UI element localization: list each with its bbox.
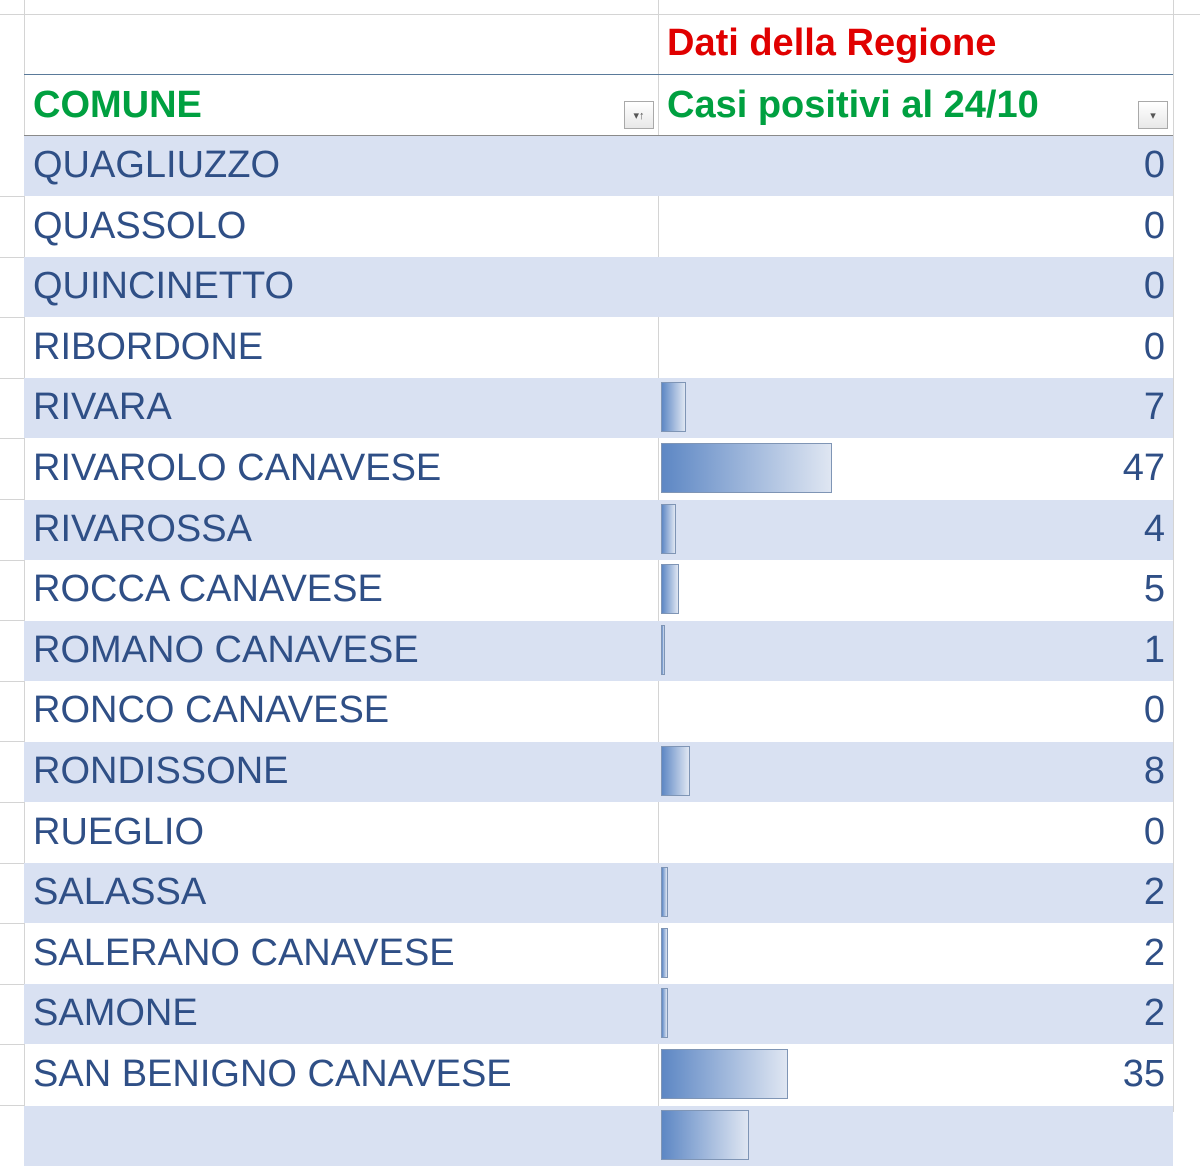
- comune-cell[interactable]: RONCO CANAVESE: [33, 689, 390, 732]
- table-row: SAN BENIGNO CANAVESE 35: [24, 1045, 1173, 1105]
- casi-cell[interactable]: 2: [1143, 931, 1165, 974]
- chevron-down-icon: ▾: [1150, 110, 1156, 122]
- header-border: [24, 74, 1173, 75]
- casi-cell[interactable]: 0: [1143, 689, 1165, 732]
- group-title: Dati della Regione: [667, 22, 997, 64]
- data-bar: [661, 746, 691, 796]
- column-header-casi: Casi positivi al 24/10: [667, 84, 1039, 126]
- comune-cell[interactable]: SAN BENIGNO CANAVESE: [33, 1053, 512, 1095]
- gridline: [0, 438, 24, 440]
- casi-cell[interactable]: 1: [1143, 628, 1165, 671]
- comune-cell[interactable]: QUAGLIUZZO: [33, 144, 281, 186]
- gridline: [0, 499, 24, 500]
- table-row: RIVAROLO CANAVESE 47: [24, 439, 1173, 499]
- data-bar: [661, 867, 669, 918]
- gridline: [0, 317, 24, 319]
- data-bar: [661, 927, 669, 978]
- comune-cell[interactable]: SAMONE: [33, 992, 198, 1035]
- gridline: [0, 741, 24, 743]
- sort-ascending-icon: ▾↑: [633, 110, 645, 122]
- filter-dropdown-button[interactable]: ▾: [1138, 101, 1168, 129]
- gridline: [0, 196, 24, 197]
- gridline: [0, 559, 24, 561]
- gridline: [0, 1044, 24, 1046]
- gridline: [0, 983, 24, 985]
- comune-cell[interactable]: ROMANO CANAVESE: [33, 628, 419, 671]
- data-bar: [661, 443, 832, 493]
- casi-cell[interactable]: 2: [1143, 992, 1165, 1035]
- data-bar: [661, 1049, 789, 1099]
- casi-cell[interactable]: 0: [1143, 204, 1165, 247]
- table-row: SAMONE 2: [24, 984, 1173, 1045]
- comune-cell[interactable]: SALERANO CANAVESE: [33, 931, 455, 974]
- casi-cell[interactable]: 2: [1143, 871, 1165, 914]
- gridline: [0, 256, 24, 258]
- table-row: RONCO CANAVESE 0: [24, 681, 1173, 741]
- data-bar: [661, 564, 680, 615]
- sort-filter-button[interactable]: ▾↑: [624, 101, 654, 129]
- table-row: RUEGLIO 0: [24, 803, 1173, 863]
- casi-cell[interactable]: 8: [1143, 750, 1165, 792]
- table-row: RONDISSONE 8: [24, 742, 1173, 802]
- table-row: ROMANO CANAVESE 1: [24, 620, 1173, 681]
- table-row: QUINCINETTO 0: [24, 257, 1173, 318]
- casi-cell[interactable]: 5: [1143, 568, 1165, 611]
- table-row: RIBORDONE 0: [24, 318, 1173, 378]
- casi-cell[interactable]: 0: [1143, 265, 1165, 308]
- data-bar: [661, 624, 665, 675]
- table-row: RIVARA 7: [24, 378, 1173, 439]
- gridline: [1173, 0, 1174, 1112]
- gridline: [0, 1105, 24, 1106]
- table-row: SALASSA 2: [24, 863, 1173, 924]
- comune-cell[interactable]: SALASSA: [33, 871, 207, 914]
- table-row: RIVAROSSA 4: [24, 499, 1173, 560]
- comune-cell[interactable]: RIVAROLO CANAVESE: [33, 447, 442, 489]
- data-bar: [661, 382, 687, 433]
- comune-cell[interactable]: QUASSOLO: [33, 204, 247, 247]
- casi-cell[interactable]: 4: [1143, 507, 1165, 550]
- table-row-partial: [24, 1105, 1173, 1166]
- gridline: [0, 620, 24, 622]
- gridline: [0, 14, 1200, 15]
- comune-cell[interactable]: RIVAROSSA: [33, 507, 252, 550]
- gridline: [0, 923, 24, 925]
- casi-cell[interactable]: 35: [1122, 1053, 1165, 1095]
- table-row: QUAGLIUZZO 0: [24, 136, 1173, 196]
- data-bar: [661, 1109, 749, 1160]
- comune-cell[interactable]: ROCCA CANAVESE: [33, 568, 383, 611]
- comune-cell[interactable]: RUEGLIO: [33, 810, 205, 853]
- gridline: [0, 802, 24, 803]
- column-header-comune: COMUNE: [33, 84, 202, 126]
- comune-cell[interactable]: RONDISSONE: [33, 750, 289, 792]
- casi-cell[interactable]: 0: [1143, 325, 1165, 368]
- table-row: ROCCA CANAVESE 5: [24, 560, 1173, 620]
- gridline: [0, 862, 24, 864]
- casi-cell[interactable]: 0: [1143, 144, 1165, 186]
- header-border: [24, 135, 1173, 136]
- casi-cell[interactable]: 0: [1143, 810, 1165, 853]
- table-row: QUASSOLO 0: [24, 197, 1173, 257]
- comune-cell[interactable]: RIVARA: [33, 386, 172, 429]
- gridline: [0, 680, 24, 682]
- comune-cell[interactable]: QUINCINETTO: [33, 265, 295, 308]
- casi-cell[interactable]: 47: [1122, 447, 1165, 489]
- gridline: [0, 377, 24, 379]
- casi-cell[interactable]: 7: [1143, 386, 1165, 429]
- comune-cell[interactable]: RIBORDONE: [33, 325, 264, 368]
- data-bar: [661, 988, 669, 1039]
- table-row: SALERANO CANAVESE 2: [24, 924, 1173, 984]
- data-bar: [661, 503, 676, 554]
